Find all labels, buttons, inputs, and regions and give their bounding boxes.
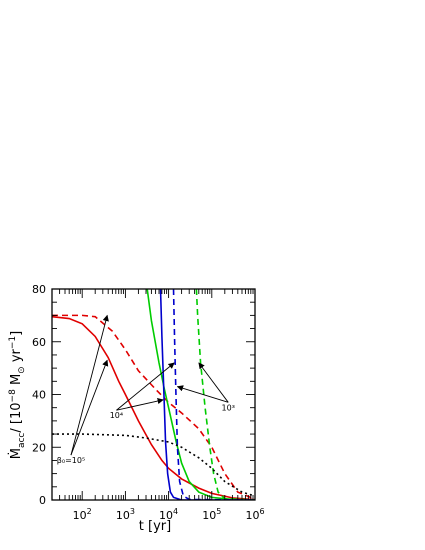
x-tick-label-base: 10	[202, 509, 216, 522]
y-label-exp2: −1	[8, 336, 18, 349]
annotation-arrow	[116, 362, 175, 411]
annotation-label-2: 10⁴	[110, 411, 123, 420]
y-label-sub-acc: acc	[17, 433, 27, 448]
y-tick-label: 20	[32, 441, 46, 454]
x-tick-label-exp: 2	[87, 507, 92, 516]
y-axis-label: Ṁacc/ [10−8 M⊙ yr−1]	[8, 331, 27, 460]
annotation-arrow	[198, 362, 229, 403]
y-label-main: Ṁ	[8, 448, 24, 459]
series-line-2	[52, 314, 255, 500]
annotations-layer: β₀=10⁵ 10⁴ 10³	[57, 314, 235, 465]
series-line-1	[52, 315, 255, 500]
annotation-arrow	[176, 385, 229, 403]
x-tick-label-base: 10	[73, 509, 87, 522]
annotation-arrow	[70, 359, 109, 456]
plot-frame	[51, 288, 256, 501]
y-label-yr: yr	[9, 348, 24, 366]
y-tick-label: 60	[32, 336, 46, 349]
annotation-label-1: β₀=10⁵	[57, 456, 85, 465]
y-tick-label: 40	[32, 389, 46, 402]
x-tick-label-exp: 4	[173, 507, 178, 516]
ticks-layer	[51, 288, 256, 501]
x-tick-label-exp: 6	[259, 507, 264, 516]
x-tick-label: 105	[202, 507, 221, 522]
series-line-4	[195, 289, 255, 500]
annotation-arrow	[116, 397, 164, 411]
x-tick-label: 103	[116, 507, 135, 522]
series-line-3	[146, 289, 255, 500]
annotation-label-3: 10³	[222, 403, 235, 412]
series-line-5	[159, 289, 255, 500]
x-tick-label-exp: 3	[130, 507, 135, 516]
y-label-exp: −8	[8, 389, 18, 403]
x-tick-label-base: 10	[159, 509, 173, 522]
x-tick-label-exp: 5	[216, 507, 221, 516]
series-line-7	[52, 433, 255, 497]
y-label-sun-symbol: ⊙	[17, 366, 27, 374]
x-tick-label-base: 10	[116, 509, 130, 522]
y-label-close: ]	[9, 331, 24, 336]
x-tick-label-base: 10	[245, 509, 259, 522]
x-tick-label: 102	[73, 507, 92, 522]
y-tick-label: 80	[32, 283, 46, 296]
x-tick-label: 106	[245, 507, 264, 522]
y-label-mid: / [10	[9, 402, 24, 432]
annotation-arrow	[70, 314, 109, 456]
y-label-unit: M	[9, 374, 24, 389]
series-layer	[52, 289, 255, 500]
x-axis-label: t [yr]	[139, 519, 171, 534]
y-tick-label: 0	[39, 494, 46, 507]
x-tick-label: 104	[159, 507, 178, 522]
series-line-6	[172, 289, 255, 500]
